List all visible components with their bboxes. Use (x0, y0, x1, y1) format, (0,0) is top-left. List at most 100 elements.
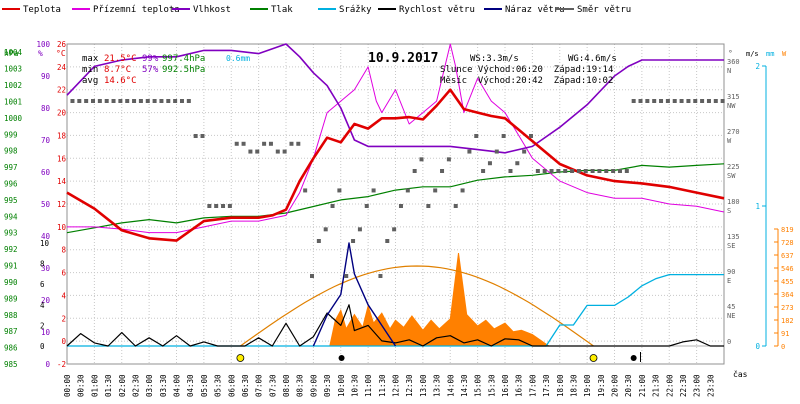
pct-tick-label: 70 (41, 136, 51, 145)
wind-tick-label: 8 (40, 260, 45, 269)
wind-direction-point (597, 169, 602, 173)
degc-tick-label: 4 (61, 291, 66, 300)
time-tick-label: 13:00 (419, 374, 428, 397)
time-tick-label: 15:00 (474, 374, 483, 397)
dir-tick-label: 270 (727, 128, 740, 136)
wind-direction-point (364, 204, 369, 208)
hpa-tick-label: 985 (4, 360, 18, 369)
moonrise-icon (630, 355, 637, 361)
hpa-tick-label: 1002 (4, 81, 22, 90)
series-wind-gust (312, 242, 397, 347)
solar-tick-label: 0 (781, 343, 785, 351)
time-tick-label: 20:00 (611, 374, 620, 397)
wind-direction-point (713, 99, 718, 103)
solar-area (329, 253, 551, 347)
degc-tick-label: 18 (57, 131, 67, 140)
pct-tick-label: 0 (45, 360, 50, 369)
wind-direction-point (159, 99, 164, 103)
hpa-tick-label: 988 (4, 311, 18, 320)
wind-direction-point (638, 99, 643, 103)
chart-title: 10.9.2017 (368, 51, 438, 66)
wind-tick-label: 4 (40, 301, 45, 310)
hpa-tick-label: 998 (4, 147, 18, 156)
wind-direction-point (529, 134, 534, 138)
wind-direction-point (419, 157, 424, 162)
stats-min-hum: 57% (142, 65, 159, 75)
hpa-tick-label: 995 (4, 196, 18, 205)
wind-direction-point (624, 169, 629, 173)
hpa-tick-label: 994 (4, 212, 18, 221)
stats-max-rain: 0.6mm (226, 54, 250, 63)
series-temperature (66, 88, 725, 242)
wind-direction-point (118, 99, 123, 103)
wind-direction-point (522, 149, 527, 154)
hpa-tick-label: 1004 (4, 48, 23, 57)
wind-direction-point (392, 227, 397, 232)
degc-tick-label: 12 (57, 200, 66, 209)
solar-tick-label: 91 (781, 330, 789, 338)
hpa-tick-label: 992 (4, 245, 18, 254)
wind-direction-point (296, 141, 301, 146)
stats-max-label: max (82, 54, 99, 64)
pct-tick-label: 80 (41, 104, 51, 113)
time-tick-label: 19:30 (597, 374, 606, 397)
time-tick-label: 06:00 (227, 374, 236, 397)
stats-avg-label: avg (82, 76, 98, 86)
stats-moon: Měsíc Východ:20:42 Západ:10:02 (440, 76, 613, 86)
dir-tick-label: 360 (727, 58, 740, 66)
time-tick-label: 15:30 (487, 374, 496, 397)
pct-tick-label: 10 (41, 328, 51, 337)
time-tick-label: 00:30 (77, 374, 86, 397)
wind-direction-point (494, 149, 499, 154)
dir-tick-label: 315 (727, 93, 740, 101)
wind-direction-point (357, 227, 362, 232)
wind-direction-point (563, 169, 568, 173)
wind-tick-label: 0 (40, 342, 45, 351)
time-tick-label: 18:00 (556, 374, 565, 397)
wind-direction-point (91, 99, 96, 103)
degc-tick-label: 0 (61, 337, 66, 346)
wind-direction-point (186, 99, 191, 103)
wind-direction-point (179, 99, 184, 103)
time-tick-label: 12:00 (392, 374, 401, 397)
degc-unit: °C (56, 49, 66, 58)
wind-direction-point (378, 274, 383, 278)
time-tick-label: 00:00 (63, 374, 72, 397)
hpa-tick-label: 990 (4, 278, 18, 287)
wind-direction-point (433, 188, 438, 193)
time-tick-label: 14:30 (460, 374, 469, 397)
wind-tick-label: 6 (40, 280, 45, 289)
series-rain (67, 273, 724, 347)
time-tick-label: 22:30 (679, 374, 688, 397)
axes-layer: hPa% °C1004100310021001100099999899799699… (4, 40, 794, 397)
degc-tick-label: 22 (57, 86, 66, 95)
time-tick-label: 05:30 (214, 374, 223, 397)
dir-name-label: SE (727, 242, 735, 250)
wind-direction-point (515, 161, 520, 166)
time-tick-label: 21:30 (652, 374, 661, 397)
wind-direction-point (604, 169, 609, 173)
hpa-tick-label: 997 (4, 163, 18, 172)
dir-tick-label: 180 (727, 198, 740, 206)
pct-tick-label: 50 (41, 200, 51, 209)
degc-tick-label: 14 (57, 177, 67, 186)
wind-direction-point (706, 99, 711, 103)
pct-tick-label: 20 (41, 296, 51, 305)
wind-direction-point (570, 169, 575, 173)
time-tick-label: 09:30 (323, 374, 332, 397)
legend-label: Rychlost větru (399, 5, 475, 15)
wind-direction-point (508, 169, 513, 173)
wind-direction-point (481, 169, 486, 173)
legend-label: Náraz větru (505, 5, 565, 15)
w-unit: W (782, 50, 787, 58)
stats-min-temp: 8.7°C (104, 65, 131, 75)
time-axis-label: čas (733, 369, 748, 379)
solar-tick-label: 637 (781, 252, 794, 260)
wind-direction-point (70, 99, 75, 103)
wind-direction-point (467, 149, 472, 154)
series-ground-temp (67, 43, 725, 234)
solar-tick-label: 455 (781, 278, 794, 286)
wind-direction-point (77, 99, 82, 103)
